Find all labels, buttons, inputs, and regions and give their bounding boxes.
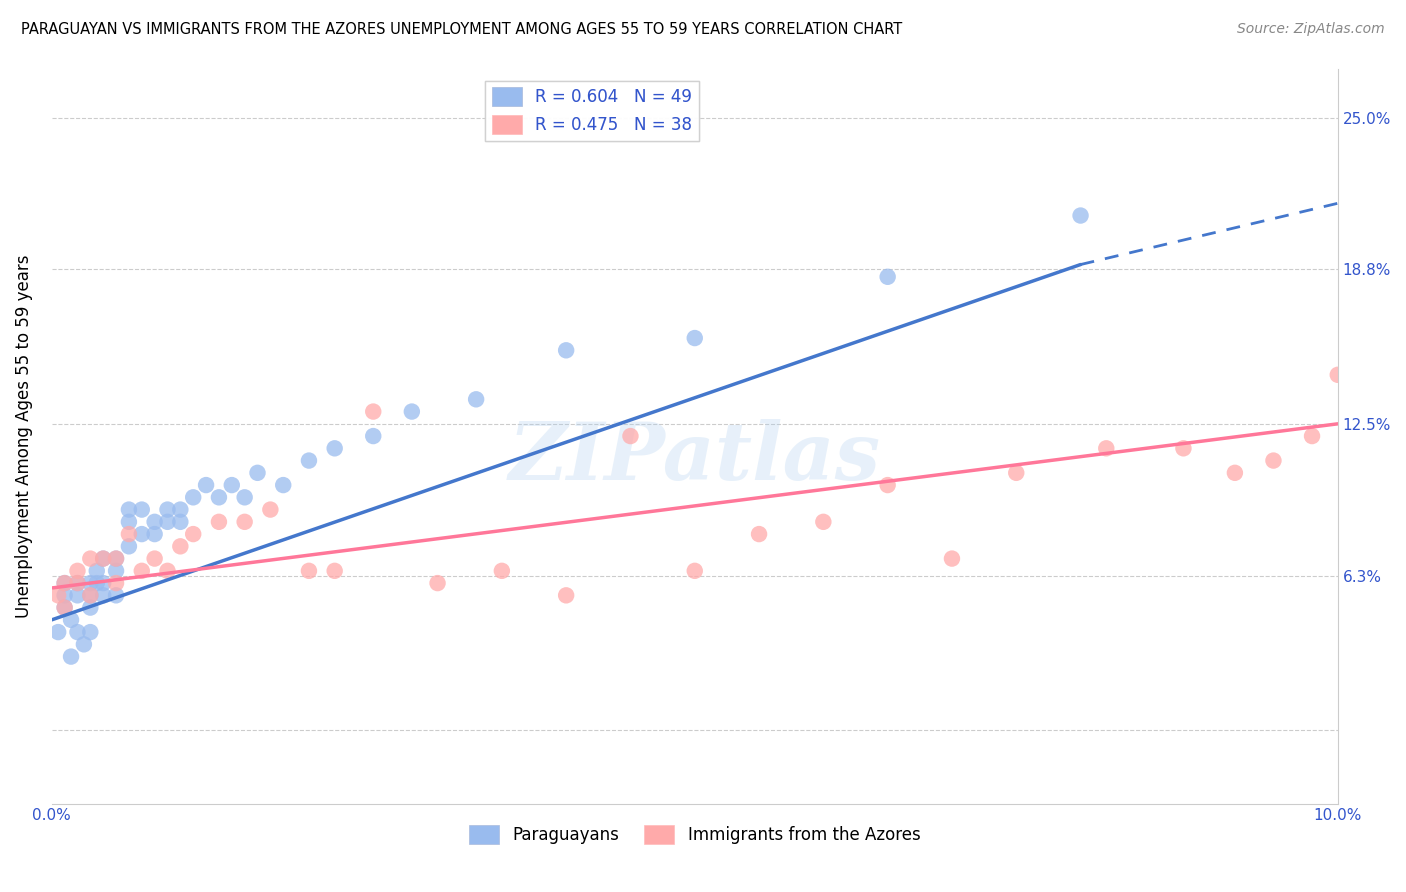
- Point: [298, 564, 321, 578]
- Point: [53, 600, 76, 615]
- Point: [619, 429, 641, 443]
- Point: [233, 515, 256, 529]
- Point: [66, 588, 89, 602]
- Point: [221, 478, 243, 492]
- Point: [118, 527, 141, 541]
- Point: [1070, 209, 1092, 223]
- Point: [298, 453, 321, 467]
- Point: [748, 527, 770, 541]
- Point: [131, 527, 153, 541]
- Point: [683, 564, 706, 578]
- Point: [208, 515, 231, 529]
- Point: [1095, 442, 1118, 456]
- Point: [86, 576, 108, 591]
- Point: [555, 343, 578, 358]
- Point: [91, 576, 114, 591]
- Point: [118, 502, 141, 516]
- Text: ZIPatlas: ZIPatlas: [509, 419, 880, 497]
- Point: [79, 600, 101, 615]
- Point: [1301, 429, 1323, 443]
- Legend: R = 0.604   N = 49, R = 0.475   N = 38: R = 0.604 N = 49, R = 0.475 N = 38: [485, 80, 699, 141]
- Point: [181, 491, 204, 505]
- Y-axis label: Unemployment Among Ages 55 to 59 years: Unemployment Among Ages 55 to 59 years: [15, 254, 32, 618]
- Point: [143, 551, 166, 566]
- Point: [169, 515, 191, 529]
- Point: [131, 564, 153, 578]
- Text: Source: ZipAtlas.com: Source: ZipAtlas.com: [1237, 22, 1385, 37]
- Point: [91, 551, 114, 566]
- Point: [118, 515, 141, 529]
- Point: [60, 649, 83, 664]
- Point: [1173, 442, 1195, 456]
- Point: [491, 564, 513, 578]
- Point: [60, 613, 83, 627]
- Text: PARAGUAYAN VS IMMIGRANTS FROM THE AZORES UNEMPLOYMENT AMONG AGES 55 TO 59 YEARS : PARAGUAYAN VS IMMIGRANTS FROM THE AZORES…: [21, 22, 903, 37]
- Point: [1326, 368, 1348, 382]
- Point: [156, 564, 179, 578]
- Point: [46, 588, 69, 602]
- Point: [105, 576, 128, 591]
- Point: [131, 502, 153, 516]
- Point: [271, 478, 294, 492]
- Point: [683, 331, 706, 345]
- Point: [156, 515, 179, 529]
- Point: [555, 588, 578, 602]
- Point: [1005, 466, 1028, 480]
- Point: [143, 515, 166, 529]
- Point: [465, 392, 488, 407]
- Point: [86, 564, 108, 578]
- Point: [259, 502, 281, 516]
- Point: [195, 478, 218, 492]
- Point: [876, 478, 898, 492]
- Point: [105, 564, 128, 578]
- Point: [426, 576, 449, 591]
- Point: [169, 502, 191, 516]
- Point: [66, 576, 89, 591]
- Point: [361, 429, 384, 443]
- Point: [91, 588, 114, 602]
- Point: [941, 551, 963, 566]
- Point: [53, 600, 76, 615]
- Point: [156, 502, 179, 516]
- Point: [143, 527, 166, 541]
- Point: [361, 404, 384, 418]
- Point: [1263, 453, 1285, 467]
- Point: [208, 491, 231, 505]
- Point: [813, 515, 835, 529]
- Point: [105, 551, 128, 566]
- Point: [105, 588, 128, 602]
- Point: [53, 588, 76, 602]
- Point: [79, 551, 101, 566]
- Point: [118, 539, 141, 553]
- Point: [79, 588, 101, 602]
- Point: [66, 564, 89, 578]
- Point: [233, 491, 256, 505]
- Point: [73, 637, 96, 651]
- Point: [79, 588, 101, 602]
- Point: [105, 551, 128, 566]
- Point: [66, 576, 89, 591]
- Point: [46, 625, 69, 640]
- Point: [91, 551, 114, 566]
- Point: [169, 539, 191, 553]
- Point: [53, 576, 76, 591]
- Point: [246, 466, 269, 480]
- Point: [79, 576, 101, 591]
- Point: [66, 625, 89, 640]
- Point: [401, 404, 423, 418]
- Point: [323, 442, 346, 456]
- Point: [876, 269, 898, 284]
- Point: [1223, 466, 1246, 480]
- Point: [79, 625, 101, 640]
- Point: [53, 576, 76, 591]
- Point: [181, 527, 204, 541]
- Point: [323, 564, 346, 578]
